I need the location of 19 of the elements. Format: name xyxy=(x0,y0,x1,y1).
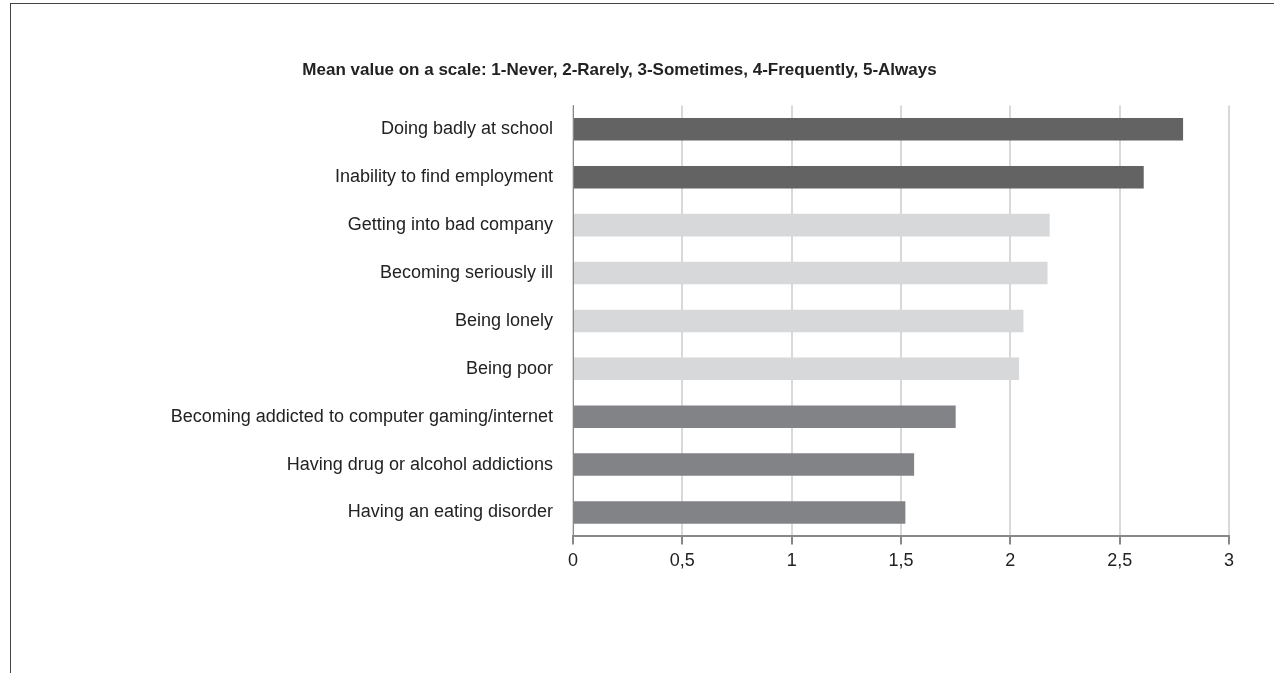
x-tick-label: 1 xyxy=(786,550,797,571)
y-tick-label: Having drug or alcohol addictions xyxy=(286,453,553,474)
y-tick-label: Becoming addicted to computer gaming/internet xyxy=(170,405,553,426)
x-tick-label: 0 xyxy=(567,550,579,571)
y-tick-label: Getting into bad company xyxy=(347,214,553,235)
y-tick-label: Having an eating disorder xyxy=(347,501,553,522)
y-tick-label: Inability to find employment xyxy=(334,166,553,187)
x-tick-label: 3 xyxy=(1223,550,1235,571)
y-tick-label: Becoming seriously ill xyxy=(379,261,553,282)
y-tick-label: Being poor xyxy=(465,357,553,378)
x-tick-label: 2 xyxy=(1005,550,1016,571)
y-tick-label: Doing badly at school xyxy=(380,118,553,139)
bar xyxy=(574,118,1184,141)
chart-title: Mean value on a scale: 1-Never, 2-Rarely, 3-Sometimes, 4-Frequently, 5-Always xyxy=(302,59,937,79)
bar xyxy=(574,165,1144,189)
x-tick-label: 0,5 xyxy=(669,550,695,571)
x-tick-label: 2,5 xyxy=(1107,550,1133,571)
y-tick-label: Being lonely xyxy=(454,309,553,330)
x-tick-label: 1,5 xyxy=(888,550,914,571)
